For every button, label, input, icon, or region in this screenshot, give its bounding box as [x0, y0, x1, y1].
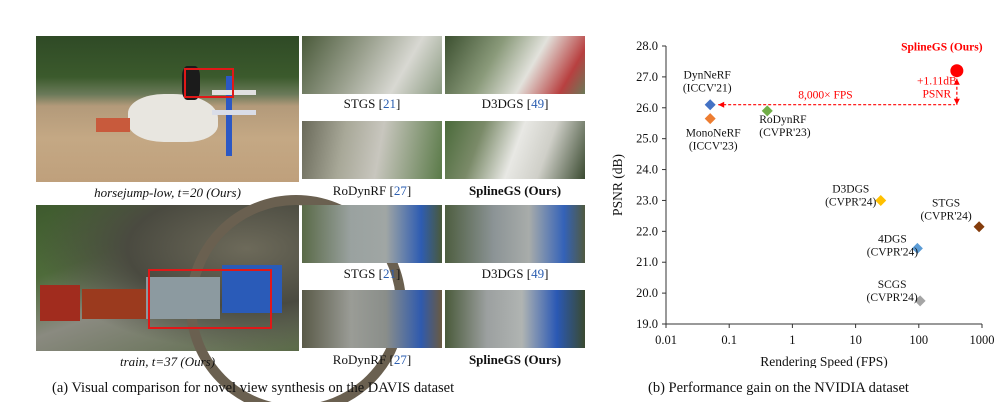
- data-point-label: SplineGS (Ours): [901, 42, 983, 54]
- data-point: [704, 113, 716, 125]
- y-tick-label: 27.0: [636, 70, 658, 84]
- jump-pole: [212, 110, 256, 115]
- y-tick-label: 21.0: [636, 255, 658, 269]
- performance-chart: 19.0 20.0 21.0 22.0 23.0 24.0 25.0 26.0 27.0 28.0…: [610, 39, 995, 368]
- thumb-d3dgs-train: [445, 205, 585, 263]
- y-tick-label: 26.0: [636, 101, 658, 115]
- thumb-caption: STGS [21]: [343, 266, 401, 281]
- thumb-caption-ours: SplineGS (Ours): [468, 183, 562, 198]
- thumb-caption-ours: SplineGS (Ours): [468, 352, 562, 367]
- x-tick-label: 1000: [970, 333, 995, 347]
- arrow-head: [718, 101, 725, 108]
- horsejump-main-image: [36, 36, 299, 182]
- y-tick-label: 25.0: [636, 132, 658, 146]
- y-tick-label: 23.0: [636, 193, 658, 207]
- x-axis-label: Rendering Speed (FPS): [760, 354, 888, 368]
- highlight-box: [148, 269, 272, 329]
- horse-shape: [128, 94, 218, 142]
- thumb-splinegs-horse: [445, 121, 585, 179]
- x-tick-label: 1: [789, 333, 795, 347]
- thumb-d3dgs-horse: [445, 36, 585, 94]
- y-tick-label: 28.0: [636, 39, 658, 53]
- data-point: [875, 194, 887, 206]
- data-point-label: SCGS: [878, 279, 907, 291]
- panel-a: horsejump-low, t=20 (Ours) train, t=37 (…: [36, 36, 585, 402]
- thumb-caption: D3DGS [49]: [481, 266, 549, 281]
- thumb-rodynrf-train: [302, 290, 442, 348]
- thumb-caption: RoDynRF [27]: [332, 183, 412, 198]
- data-point-label: (CVPR'24): [920, 211, 971, 223]
- data-point-label: STGS: [932, 198, 960, 210]
- data-point-label: (ICCV'21): [683, 83, 732, 95]
- thumb-rodynrf-horse: [302, 121, 442, 179]
- psnr-gain-label: PSNR: [922, 89, 951, 101]
- highlight-box: [184, 68, 234, 98]
- flower-pot: [96, 118, 130, 132]
- data-point: [704, 99, 716, 111]
- data-point-label: (CVPR'24): [825, 196, 876, 208]
- arrow-head: [953, 78, 960, 85]
- train-engine: [222, 265, 282, 313]
- data-point-label: RoDynRF: [759, 114, 806, 126]
- train-car: [82, 289, 146, 319]
- x-tick-label: 0.01: [655, 333, 677, 347]
- psnr-gain-label: +1.11dB: [917, 76, 957, 88]
- panel-a-caption: (a) Visual comparison for novel view syn…: [52, 380, 455, 396]
- fps-gain-label: 8,000× FPS: [798, 90, 852, 102]
- panel-b-caption: (b) Performance gain on the NVIDIA datas…: [648, 380, 909, 396]
- thumb-stgs-train: [302, 205, 442, 263]
- data-point: [761, 105, 773, 117]
- data-point-splinegs: [950, 64, 964, 78]
- thumb-caption: D3DGS [49]: [481, 96, 549, 111]
- rider-shape: [182, 66, 200, 100]
- x-tick-label: 100: [909, 333, 928, 347]
- data-point-label: D3DGS: [832, 183, 869, 195]
- train-car: [146, 277, 220, 319]
- data-point-label: (CVPR'24): [866, 292, 917, 304]
- data-point-label: (CVPR'23): [759, 127, 810, 139]
- x-tick-label: 0.1: [721, 333, 737, 347]
- thumb-splinegs-train: [445, 290, 585, 348]
- data-point: [911, 242, 923, 254]
- thumb-caption: STGS [21]: [343, 96, 401, 111]
- data-point: [973, 221, 985, 233]
- data-point-label: (CVPR'24): [867, 246, 918, 258]
- y-tick-label: 20.0: [636, 286, 658, 300]
- horsejump-caption: horsejump-low, t=20 (Ours): [94, 185, 241, 200]
- data-point-label: DynNeRF: [684, 70, 731, 82]
- thumb-caption: RoDynRF [27]: [332, 352, 412, 367]
- y-tick-label: 22.0: [636, 224, 658, 238]
- data-point-label: MonoNeRF: [686, 128, 741, 140]
- jump-pole: [226, 76, 232, 156]
- y-axis-label: PSNR (dB): [610, 154, 625, 216]
- data-point-label: 4DGS: [878, 233, 907, 245]
- data-point-label: (ICCV'23): [689, 141, 738, 153]
- x-tick-label: 10: [849, 333, 862, 347]
- train-car: [40, 285, 80, 321]
- thumb-stgs-horse: [302, 36, 442, 94]
- train-main-image: [36, 195, 406, 402]
- y-tick-label: 19.0: [636, 317, 658, 331]
- jump-pole: [212, 90, 256, 95]
- arrow-head: [953, 98, 960, 105]
- train-caption: train, t=37 (Ours): [119, 354, 216, 369]
- y-tick-label: 24.0: [636, 163, 658, 177]
- data-point: [914, 295, 926, 307]
